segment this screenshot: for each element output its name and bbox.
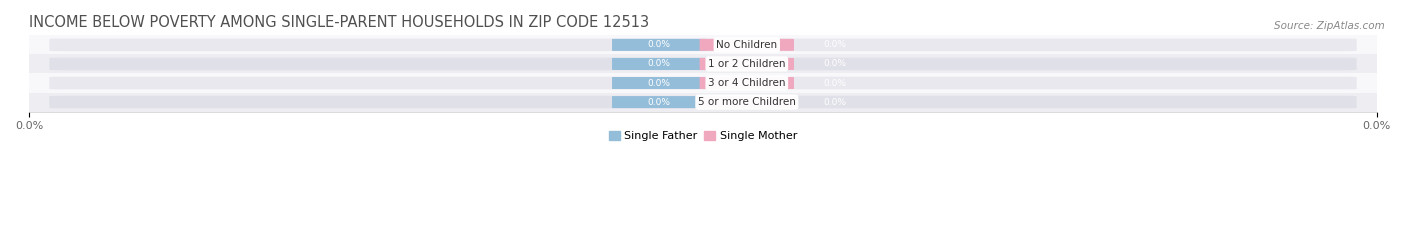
FancyBboxPatch shape [49,77,1357,89]
FancyBboxPatch shape [612,58,706,70]
FancyBboxPatch shape [49,96,1357,108]
FancyBboxPatch shape [700,39,794,51]
Text: 0.0%: 0.0% [823,79,846,88]
FancyBboxPatch shape [612,39,706,51]
Text: 1 or 2 Children: 1 or 2 Children [709,59,786,69]
FancyBboxPatch shape [49,58,1357,70]
Bar [30,73,1376,93]
FancyBboxPatch shape [49,39,1357,51]
Text: 0.0%: 0.0% [648,59,671,69]
Legend: Single Father, Single Mother: Single Father, Single Mother [605,127,801,146]
FancyBboxPatch shape [612,96,706,108]
Text: 0.0%: 0.0% [648,40,671,49]
Text: 0.0%: 0.0% [823,59,846,69]
Text: INCOME BELOW POVERTY AMONG SINGLE-PARENT HOUSEHOLDS IN ZIP CODE 12513: INCOME BELOW POVERTY AMONG SINGLE-PARENT… [30,15,650,30]
Text: 0.0%: 0.0% [648,98,671,106]
Bar [30,35,1376,55]
Text: Source: ZipAtlas.com: Source: ZipAtlas.com [1274,21,1385,31]
FancyBboxPatch shape [700,96,794,108]
FancyBboxPatch shape [612,77,706,89]
Text: 0.0%: 0.0% [648,79,671,88]
Bar [30,55,1376,73]
Bar [30,93,1376,112]
Text: 3 or 4 Children: 3 or 4 Children [709,78,786,88]
Text: 5 or more Children: 5 or more Children [697,97,796,107]
FancyBboxPatch shape [700,58,794,70]
FancyBboxPatch shape [700,77,794,89]
Text: 0.0%: 0.0% [823,40,846,49]
Text: 0.0%: 0.0% [823,98,846,106]
Text: No Children: No Children [716,40,778,50]
